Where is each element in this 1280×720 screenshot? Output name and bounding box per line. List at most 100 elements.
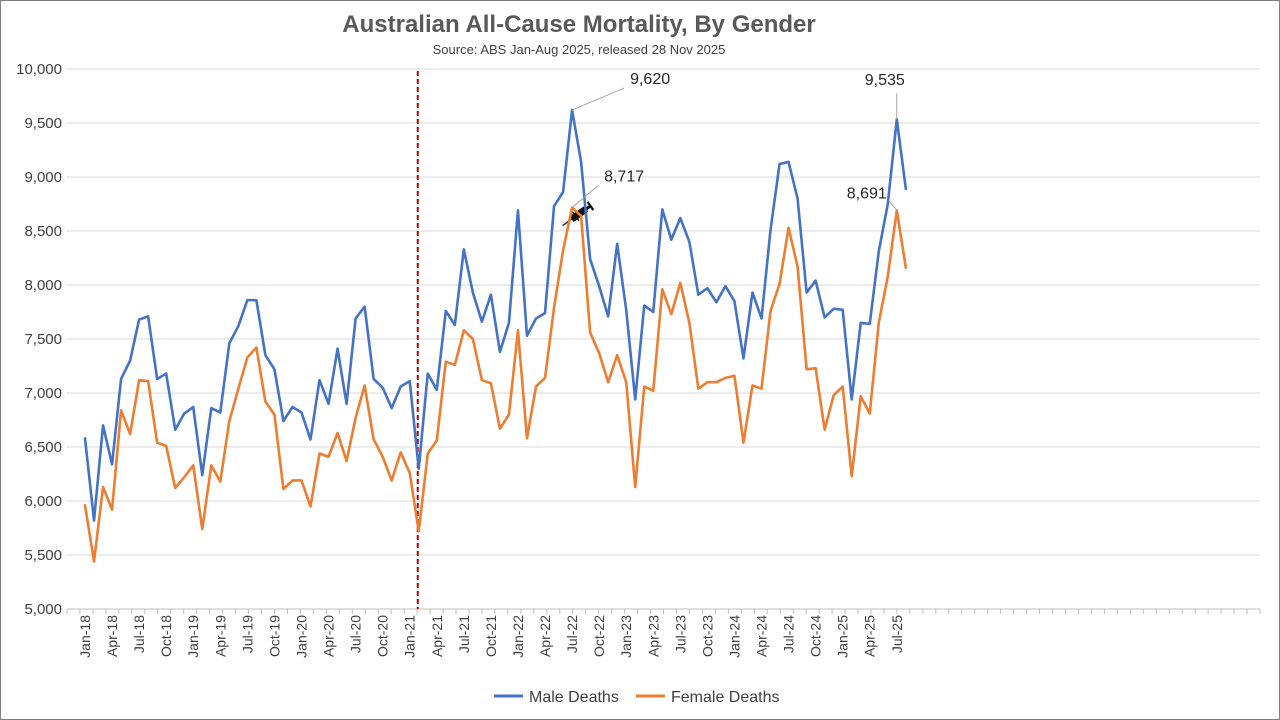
data-point-male xyxy=(83,436,87,440)
data-point-male xyxy=(119,377,123,381)
y-tick-label: 7,500 xyxy=(24,331,62,348)
data-point-male xyxy=(245,298,249,302)
annotation-label: 8,691 xyxy=(847,185,887,202)
annotation-leader-line xyxy=(888,200,898,211)
data-point-male xyxy=(534,316,538,320)
data-point-female xyxy=(552,306,556,310)
data-point-female xyxy=(534,385,538,389)
data-point-female xyxy=(345,459,349,463)
data-point-female xyxy=(372,437,376,441)
data-point-male xyxy=(624,308,628,312)
data-point-female xyxy=(173,486,177,490)
gridlines xyxy=(67,68,1260,610)
data-point-male xyxy=(408,379,412,383)
y-tick-label: 6,000 xyxy=(24,493,62,510)
data-point-male xyxy=(164,372,168,376)
data-point-male xyxy=(336,347,340,351)
data-point-male xyxy=(318,378,322,382)
data-point-female xyxy=(624,380,628,384)
x-tick-label: Jan-24 xyxy=(726,615,742,658)
annotation-leader-line xyxy=(571,87,625,111)
data-point-male xyxy=(399,385,403,389)
annotation-label: 8,717 xyxy=(604,169,644,186)
data-point-male xyxy=(750,291,754,295)
data-point-male xyxy=(453,323,457,327)
y-tick-label: 9,500 xyxy=(24,115,62,132)
data-point-male xyxy=(354,316,358,320)
data-point-female xyxy=(336,431,340,435)
x-tick-label: Jan-19 xyxy=(185,615,201,658)
x-tick-label: Apr-20 xyxy=(321,615,337,657)
y-tick-label: 10,000 xyxy=(16,61,62,78)
data-point-female xyxy=(823,428,827,432)
data-point-female xyxy=(119,408,123,412)
data-point-female xyxy=(732,374,736,378)
data-point-male xyxy=(787,160,791,164)
data-point-female xyxy=(886,274,890,278)
data-point-female xyxy=(281,487,285,491)
data-point-male xyxy=(516,208,520,212)
data-point-female xyxy=(83,503,87,507)
legend-label-male: Male Deaths xyxy=(529,689,619,706)
series-lines xyxy=(83,108,908,563)
x-tick-label: Oct-22 xyxy=(591,615,607,657)
x-tick-label: Jan-23 xyxy=(618,615,634,658)
data-point-male xyxy=(588,257,592,261)
data-point-male xyxy=(696,293,700,297)
syringe-icon xyxy=(562,201,595,227)
data-point-female xyxy=(750,383,754,387)
chart-subtitle: Source: ABS Jan-Aug 2025, released 28 No… xyxy=(433,42,726,57)
data-point-male xyxy=(904,187,908,191)
data-point-male xyxy=(227,341,231,345)
data-point-female xyxy=(606,380,610,384)
data-point-male xyxy=(92,518,96,522)
data-point-male xyxy=(128,359,132,363)
data-point-male xyxy=(543,311,547,315)
data-point-male xyxy=(426,372,430,376)
legend: Male Deaths Female Deaths xyxy=(494,689,780,706)
x-tick-label: Apr-18 xyxy=(104,615,120,657)
x-tick-label: Jul-20 xyxy=(348,615,364,653)
data-point-female xyxy=(660,287,664,291)
y-tick-label: 5,500 xyxy=(24,547,62,564)
data-point-female xyxy=(796,265,800,269)
data-point-female xyxy=(471,337,475,341)
x-tick-label: Oct-24 xyxy=(808,615,824,657)
x-tick-label: Jul-19 xyxy=(239,615,255,653)
x-tick-label: Jan-22 xyxy=(510,615,526,658)
data-point-male xyxy=(489,293,493,297)
data-point-male xyxy=(498,350,502,354)
x-tick-label: Oct-20 xyxy=(375,615,391,657)
data-point-female xyxy=(588,331,592,335)
data-point-male xyxy=(263,353,267,357)
data-point-female xyxy=(841,385,845,389)
data-point-male xyxy=(254,298,258,302)
data-point-male xyxy=(182,412,186,416)
data-point-male xyxy=(732,299,736,303)
data-point-female xyxy=(318,451,322,455)
data-point-female xyxy=(714,380,718,384)
data-point-male xyxy=(642,304,646,308)
data-point-female xyxy=(516,328,520,332)
x-tick-label: Jul-22 xyxy=(564,615,580,653)
data-point-female xyxy=(850,474,854,478)
x-axis: Jan-18 Apr-18 Jul-18 Oct-18 Jan-19 Apr-19 Jul-… xyxy=(66,608,1261,658)
data-point-female xyxy=(236,387,240,391)
data-point-female xyxy=(525,436,529,440)
data-point-female xyxy=(453,363,457,367)
data-point-female xyxy=(164,444,168,448)
data-point-male xyxy=(796,197,800,201)
data-point-female xyxy=(543,376,547,380)
data-point-male xyxy=(137,318,141,322)
x-tick-label: Oct-18 xyxy=(158,615,174,657)
x-tick-label: Jul-18 xyxy=(131,615,147,653)
series-line-female xyxy=(83,206,908,563)
data-point-female xyxy=(615,353,619,357)
data-point-male xyxy=(471,291,475,295)
y-axis-ticks: 5,000 5,500 6,000 6,500 7,000 7,500 8,000 8,500… xyxy=(16,61,62,618)
data-point-male xyxy=(814,279,818,283)
data-point-female xyxy=(633,485,637,489)
data-point-female xyxy=(480,378,484,382)
data-point-male xyxy=(444,309,448,313)
